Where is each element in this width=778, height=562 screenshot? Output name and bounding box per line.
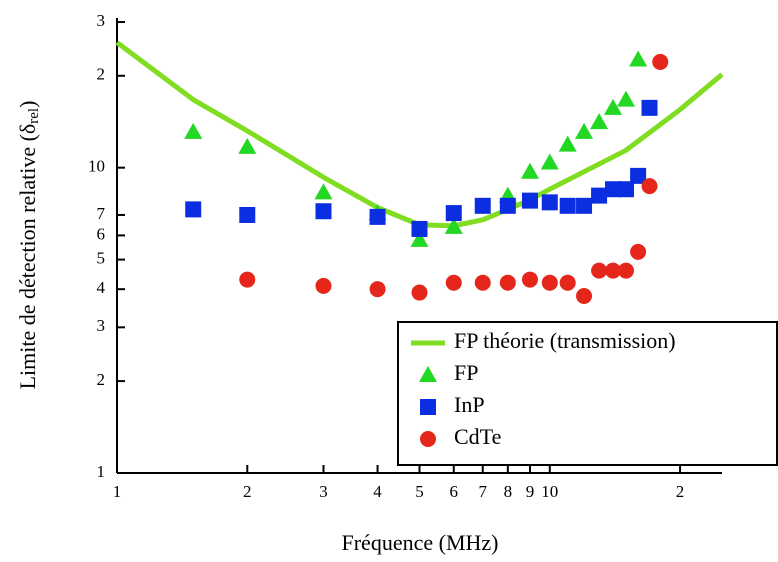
x-tick-label: 7 [478,482,487,501]
triangle-marker [590,113,609,130]
y-tick-label: 3 [97,316,106,335]
square-marker [559,197,576,214]
x-tick-label: 8 [504,482,513,501]
square-marker [239,206,256,223]
x-tick-label: 2 [676,482,685,501]
circle-marker [521,271,538,288]
legend: FP théorie (transmission) FP InP CdTe [397,321,778,466]
circle-marker [559,274,576,291]
x-tick-label: 10 [541,482,558,501]
y-tick-label: 1 [97,462,106,481]
y-tick-label: 3 [97,11,106,30]
circle-marker [576,287,593,304]
legend-label: FP [454,360,478,385]
legend-box [397,321,778,466]
y-tick-label: 7 [97,204,106,223]
plot-area [115,40,724,304]
square-marker [445,205,462,222]
legend-label: InP [454,392,485,417]
circle-marker [499,274,516,291]
y-tick-label: 2 [97,65,106,84]
square-marker [591,187,608,204]
x-tick-label: 6 [450,482,459,501]
circle-marker [445,274,462,291]
circle-marker [617,262,634,279]
triangle-marker [410,230,429,247]
legend-label: FP théorie (transmission) [454,328,676,353]
circle-marker [369,281,386,298]
triangle-marker [616,90,635,107]
square-marker [576,197,593,214]
x-tick-label: 1 [113,482,122,501]
x-tick-label: 3 [319,482,328,501]
triangle-marker [629,50,648,67]
y-axis-label: Limite de détection relative (δrel) [15,101,42,390]
y-tick-label: 10 [88,157,105,176]
square-marker [630,167,647,184]
x-tick-label: 4 [373,482,382,501]
y-tick-label: 5 [97,248,106,267]
triangle-marker [520,162,539,179]
triangle-marker [444,217,463,234]
circle-marker [591,262,608,279]
theory-line [115,40,724,229]
square-marker [617,181,634,198]
y-tick-label: 6 [97,224,106,243]
square-marker [420,399,436,415]
square-marker [641,99,658,116]
square-marker [411,220,428,237]
triangle-marker [419,366,437,382]
circle-marker [641,178,658,195]
triangle-marker [184,122,203,139]
square-marker [474,197,491,214]
x-tick-label: 5 [415,482,424,501]
circle-marker [652,53,669,70]
square-marker [541,194,558,211]
square-marker [499,197,516,214]
square-marker [369,208,386,225]
circle-marker [541,274,558,291]
triangle-marker [604,98,623,115]
x-tick-label: 9 [526,482,535,501]
circle-marker [239,271,256,288]
x-axis-label: Fréquence (MHz) [342,530,499,555]
x-tick-label: 2 [243,482,252,501]
circle-marker [411,284,428,301]
circle-marker [630,243,647,260]
triangle-marker [575,122,594,139]
legend-label: CdTe [454,424,501,449]
square-marker [521,192,538,209]
triangle-marker [558,135,577,152]
triangle-marker [238,137,257,154]
triangle-marker [540,153,559,170]
circle-marker [420,431,436,447]
circle-marker [474,274,491,291]
y-tick-label: 2 [97,370,106,389]
y-tick-label: 4 [97,278,106,297]
square-marker [605,181,622,198]
triangle-marker [314,183,333,200]
circle-marker [315,277,332,294]
circle-marker [605,262,622,279]
square-marker [185,201,202,218]
square-marker [315,203,332,220]
